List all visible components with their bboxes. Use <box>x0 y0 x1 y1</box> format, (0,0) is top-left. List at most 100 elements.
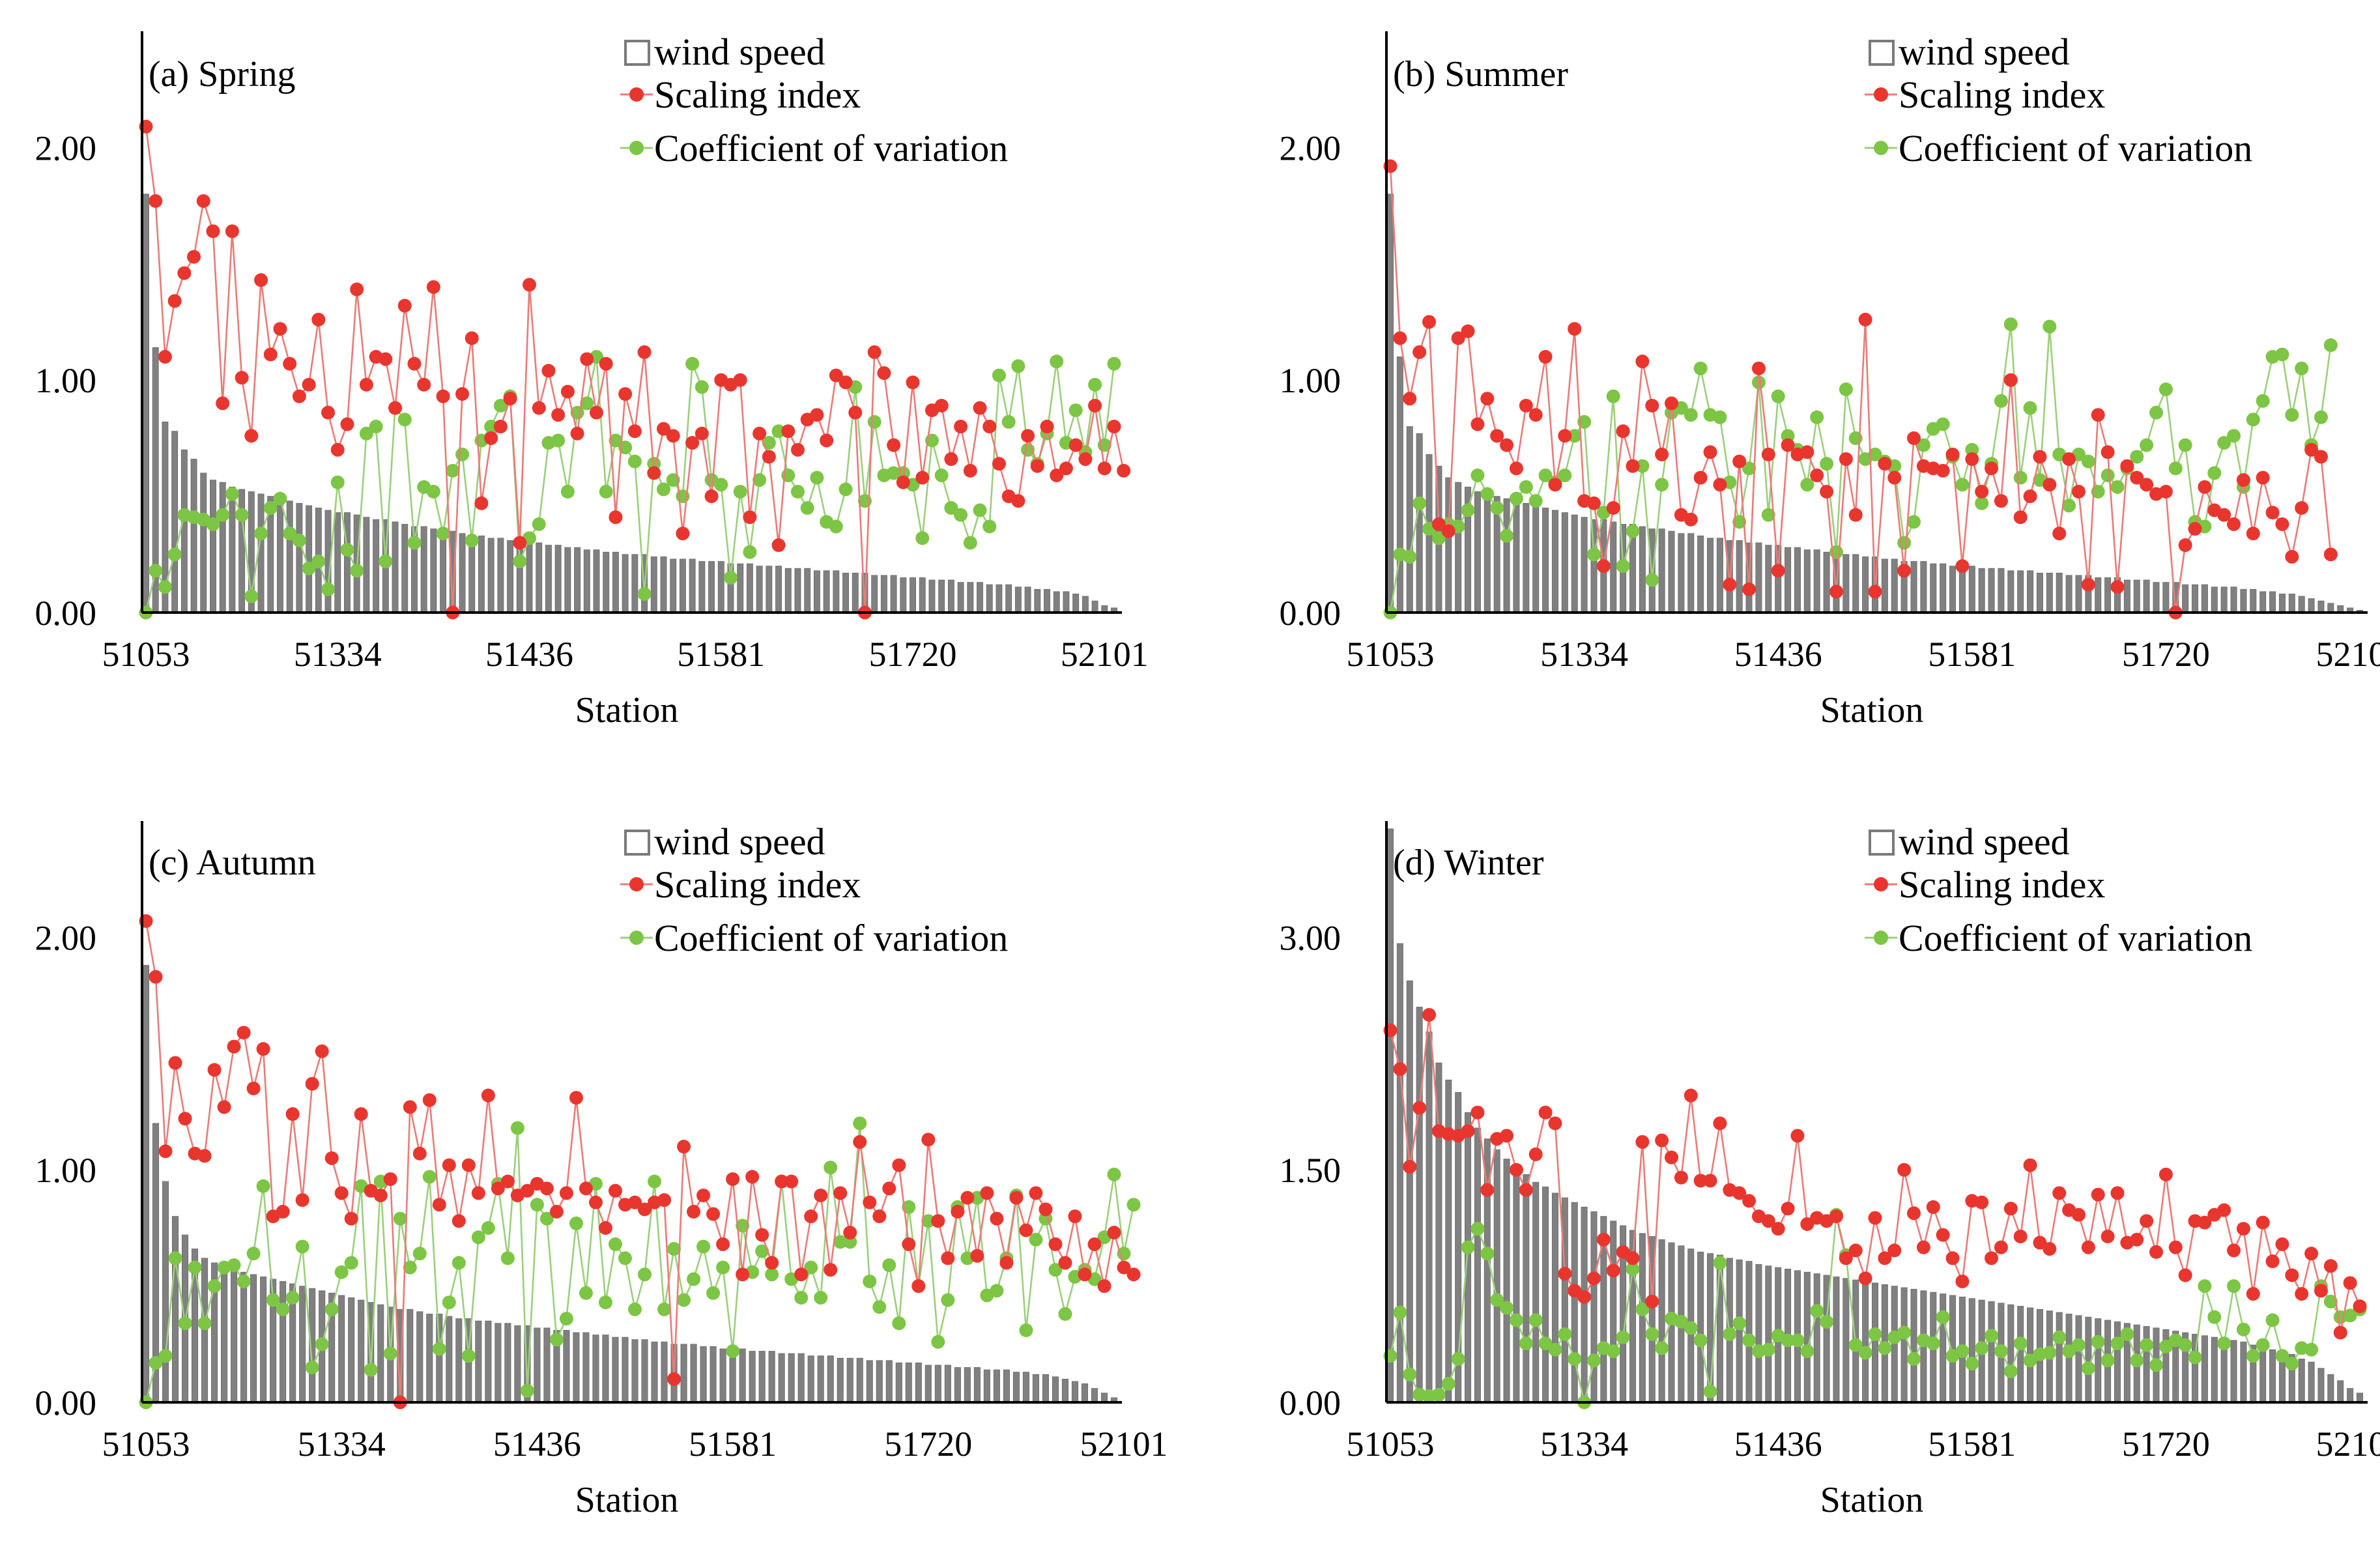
wind-speed-bar <box>2046 572 2053 613</box>
scaling-index-point <box>667 1372 681 1386</box>
coefficient-of-variation-point <box>311 555 326 569</box>
coefficient-of-variation-point <box>887 466 901 480</box>
scaling-index-point <box>695 426 709 441</box>
coefficient-of-variation-point <box>364 1363 378 1377</box>
coefficient-of-variation-point <box>1810 410 1824 424</box>
scaling-index-point <box>685 436 700 450</box>
coefficient-of-variation-point <box>1616 559 1630 573</box>
wind-speed-bar <box>602 1335 609 1403</box>
scaling-index-point <box>1403 392 1417 406</box>
scaling-index-point <box>726 1172 740 1186</box>
scaling-index-point <box>887 438 901 452</box>
coefficient-of-variation-point <box>256 1179 270 1193</box>
coefficient-of-variation-point <box>188 1260 202 1275</box>
legend-wind-speed-label: wind speed <box>1899 31 2070 73</box>
coefficient-of-variation-point <box>892 1316 906 1331</box>
wind-speed-bar <box>564 547 571 613</box>
wind-speed-bar <box>1484 493 1491 613</box>
wind-speed-bar <box>1785 547 1792 613</box>
scaling-index-point <box>1011 494 1025 508</box>
scaling-index-point <box>2256 1215 2270 1230</box>
wind-speed-bar <box>934 1365 941 1403</box>
coefficient-of-variation-point <box>863 1274 877 1288</box>
wind-speed-bar <box>2133 579 2140 613</box>
x-tick-label: 51334 <box>1540 635 1628 674</box>
scaling-index-point <box>863 1195 877 1209</box>
y-tick-label: 0.00 <box>1280 1383 1341 1423</box>
scaling-index-point <box>2071 1207 2086 1222</box>
scaling-index-point <box>2217 1203 2231 1217</box>
wind-speed-bar <box>928 579 936 613</box>
coefficient-of-variation-point <box>2003 317 2018 332</box>
wind-speed-bar <box>1503 498 1510 613</box>
coefficient-of-variation-series <box>139 350 1121 620</box>
scaling-index-point <box>560 384 575 399</box>
scaling-index-point <box>1887 470 1902 485</box>
scaling-index-point <box>417 377 431 392</box>
wind-speed-bar <box>1639 526 1646 613</box>
wind-speed-bar <box>1455 482 1462 613</box>
coefficient-of-variation-point <box>1965 1357 1979 1371</box>
coefficient-of-variation-point <box>340 543 354 557</box>
coefficient-of-variation-point <box>804 1260 818 1275</box>
coefficient-of-variation-point <box>990 1284 1004 1298</box>
y-tick-label: 0.00 <box>35 1383 97 1423</box>
scaling-index-point <box>973 401 987 415</box>
coefficient-of-variation-point <box>227 1258 241 1272</box>
scaling-index-point <box>324 1151 339 1165</box>
wind-speed-bar <box>2201 584 2208 613</box>
coefficient-of-variation-point <box>1606 1344 1620 1359</box>
x-axis-label: Station <box>1820 1480 1924 1520</box>
coefficient-of-variation-point <box>493 398 508 412</box>
coefficient-of-variation-point <box>941 1293 955 1307</box>
scaling-index-point <box>1790 1129 1805 1143</box>
coefficient-of-variation-point <box>1820 457 1834 471</box>
scaling-index-point <box>340 417 354 431</box>
scaling-index-point <box>2081 577 2095 592</box>
coefficient-of-variation-point <box>2130 450 2144 464</box>
coefficient-of-variation-point <box>168 1251 182 1265</box>
scaling-index-point <box>1558 429 1572 443</box>
wind-speed-bar <box>1920 561 1927 613</box>
coefficient-of-variation-point <box>471 1230 485 1245</box>
scaling-index-point <box>1732 454 1747 469</box>
coefficient-of-variation-point <box>1761 508 1775 522</box>
coefficient-of-variation-point <box>1126 1198 1141 1212</box>
scaling-index-point <box>1058 1256 1072 1270</box>
scaling-index-point <box>1021 429 1035 443</box>
wind-speed-bar <box>2250 588 2257 613</box>
coefficient-of-variation-point <box>1068 403 1083 418</box>
wind-speed-bar <box>2017 570 2024 613</box>
panel-title: (c) Autumn <box>149 843 316 883</box>
coefficient-of-variation-point <box>1461 503 1475 517</box>
scaling-index-point <box>1117 463 1131 478</box>
scaling-index-point <box>2100 445 2115 459</box>
wind-speed-bar <box>162 1181 169 1403</box>
coefficient-of-variation-point <box>800 500 814 515</box>
wind-speed-bar <box>813 570 820 613</box>
scaling-index-point <box>1936 1228 1950 1242</box>
y-tick-label: 2.00 <box>1280 128 1341 167</box>
wind-speed-bar <box>2056 1312 2063 1403</box>
coefficient-of-variation-point <box>295 1239 309 1254</box>
wind-speed-bar <box>1396 356 1403 613</box>
coefficient-of-variation-point <box>216 508 230 522</box>
scaling-index-point <box>1538 1105 1553 1120</box>
x-tick-label: 51581 <box>1928 1424 2016 1464</box>
scaling-index-point <box>931 1214 945 1228</box>
coefficient-of-variation-point <box>292 533 306 547</box>
coefficient-of-variation-point <box>733 484 747 499</box>
wind-speed-bar <box>1794 547 1801 613</box>
wind-speed-bar <box>2317 600 2325 613</box>
coefficient-of-variation-point <box>302 561 316 575</box>
scaling-index-point <box>2304 442 2319 457</box>
wind-speed-bar <box>631 554 638 613</box>
scaling-index-point <box>1936 463 1950 478</box>
scaling-index-point <box>432 1198 446 1212</box>
scaling-index-point <box>1684 512 1698 527</box>
scaling-index-point <box>598 1221 612 1235</box>
wind-speed-bar <box>2259 1346 2267 1403</box>
wind-speed-bar <box>710 1346 717 1403</box>
coefficient-of-variation-point <box>2275 347 2289 362</box>
coefficient-of-variation-point <box>638 1267 652 1282</box>
